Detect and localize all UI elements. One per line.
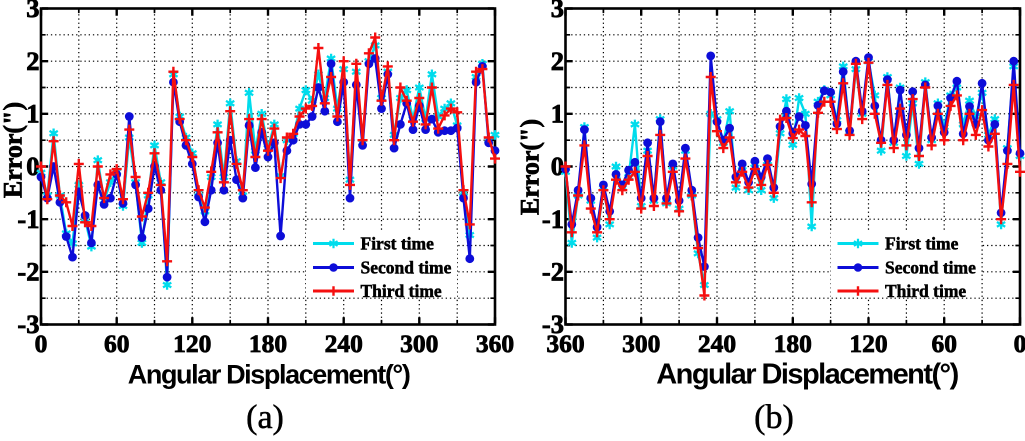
- svg-text:Third time: Third time: [885, 281, 966, 301]
- svg-text:-1: -1: [542, 204, 564, 234]
- svg-text:360: 360: [546, 329, 584, 358]
- svg-text:-2: -2: [542, 256, 564, 286]
- svg-text:120: 120: [173, 329, 211, 358]
- svg-text:0: 0: [1014, 329, 1025, 358]
- svg-text:1: 1: [26, 98, 39, 128]
- svg-text:3: 3: [551, 0, 564, 23]
- svg-text:(b): (b): [754, 399, 794, 436]
- svg-text:First time: First time: [885, 234, 959, 254]
- svg-text:-3: -3: [17, 309, 39, 339]
- svg-text:First time: First time: [361, 234, 435, 254]
- svg-text:60: 60: [104, 329, 130, 358]
- svg-text:Third time: Third time: [361, 281, 442, 301]
- svg-text:Second time: Second time: [885, 258, 976, 278]
- svg-text:Error("): Error("): [0, 102, 28, 198]
- svg-text:-3: -3: [542, 309, 564, 339]
- svg-text:120: 120: [849, 329, 887, 358]
- svg-text:180: 180: [774, 329, 812, 358]
- svg-text:0: 0: [35, 329, 48, 358]
- svg-text:Angular Displacement(°): Angular Displacement(°): [128, 360, 410, 390]
- svg-text:180: 180: [249, 329, 287, 358]
- svg-text:Error("): Error("): [516, 119, 545, 215]
- svg-text:300: 300: [400, 329, 438, 358]
- svg-text:2: 2: [26, 46, 39, 76]
- svg-text:(a): (a): [246, 399, 284, 436]
- svg-text:240: 240: [698, 329, 736, 358]
- svg-text:60: 60: [931, 329, 957, 358]
- svg-text:2: 2: [551, 46, 564, 76]
- svg-text:Second time: Second time: [361, 258, 452, 278]
- svg-text:1: 1: [551, 98, 564, 128]
- svg-text:-1: -1: [17, 204, 39, 234]
- svg-text:-2: -2: [17, 256, 39, 286]
- svg-text:0: 0: [26, 151, 39, 181]
- svg-text:240: 240: [325, 329, 363, 358]
- svg-text:Angular Displacement(°): Angular Displacement(°): [656, 359, 958, 391]
- svg-text:3: 3: [26, 0, 39, 23]
- svg-text:300: 300: [622, 329, 660, 358]
- svg-text:0: 0: [551, 151, 564, 181]
- svg-text:360: 360: [476, 329, 514, 358]
